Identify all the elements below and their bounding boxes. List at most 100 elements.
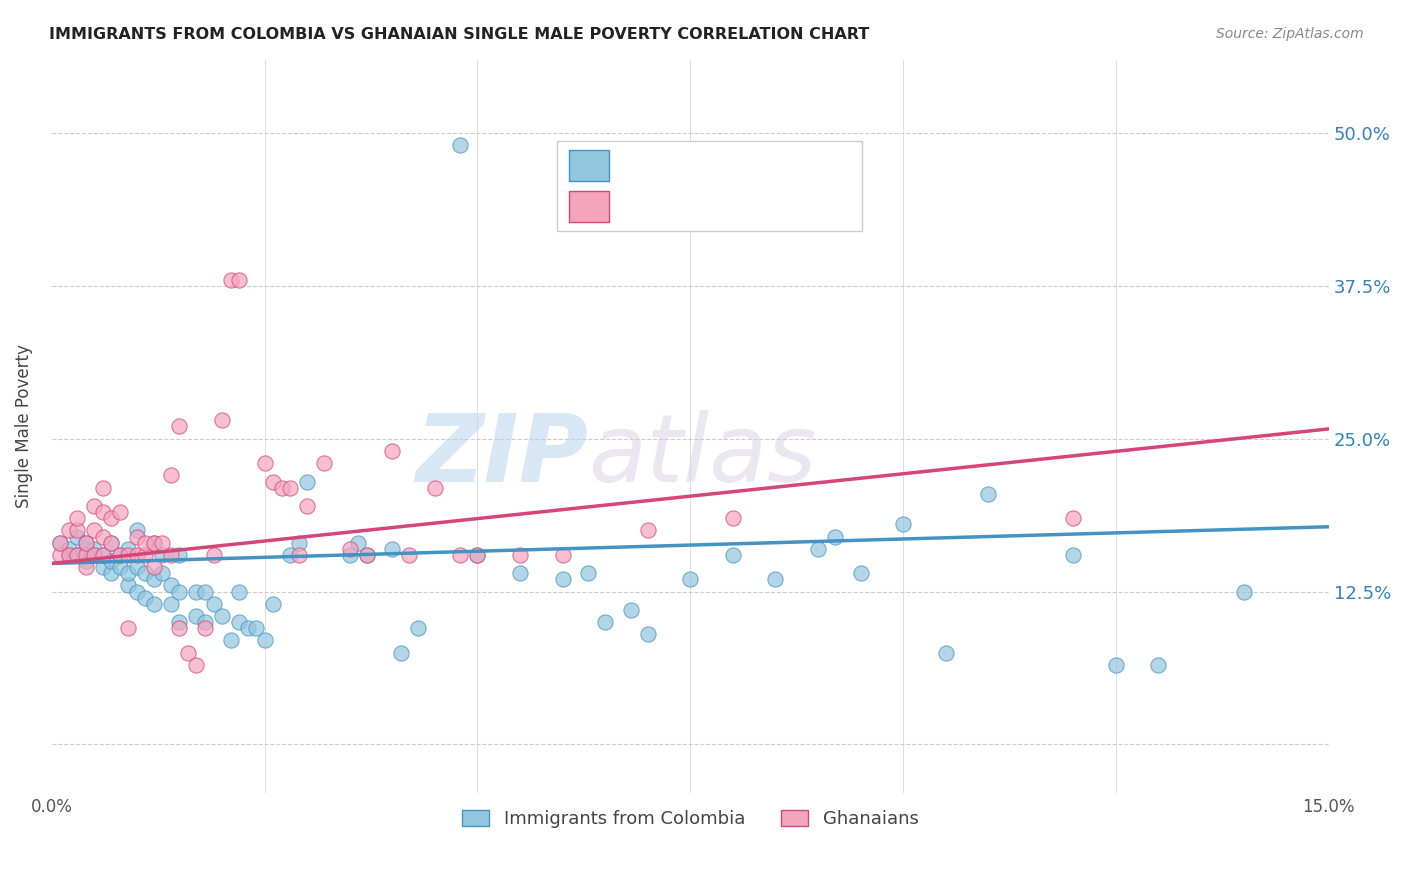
Point <box>125 548 148 562</box>
Point <box>83 548 105 562</box>
Point <box>100 535 122 549</box>
Point <box>75 535 97 549</box>
Point <box>576 566 599 581</box>
Point <box>186 584 208 599</box>
Point <box>381 541 404 556</box>
FancyBboxPatch shape <box>557 142 862 231</box>
Point <box>83 548 105 562</box>
Point <box>253 456 276 470</box>
Point <box>467 548 489 562</box>
Point <box>108 560 131 574</box>
Point <box>551 548 574 562</box>
Point <box>49 535 72 549</box>
Point <box>83 499 105 513</box>
Point <box>75 535 97 549</box>
Point <box>142 560 165 574</box>
Point <box>91 505 114 519</box>
Text: R = 0.177   N = 60: R = 0.177 N = 60 <box>621 197 806 216</box>
Point <box>142 572 165 586</box>
Point <box>108 548 131 562</box>
Point <box>551 572 574 586</box>
Point <box>287 535 309 549</box>
Point <box>1105 657 1128 672</box>
Point <box>186 609 208 624</box>
Point <box>160 578 183 592</box>
Point <box>253 633 276 648</box>
Point <box>807 541 830 556</box>
Point <box>177 646 200 660</box>
Point <box>125 529 148 543</box>
Point <box>75 548 97 562</box>
Point <box>152 548 174 562</box>
Point <box>169 615 191 629</box>
Point <box>117 578 139 592</box>
Point <box>228 615 250 629</box>
Point <box>721 511 744 525</box>
Point <box>389 646 412 660</box>
Point <box>219 633 242 648</box>
Point <box>509 548 531 562</box>
Point <box>66 511 89 525</box>
FancyBboxPatch shape <box>569 192 609 222</box>
Point <box>83 541 105 556</box>
Point <box>58 548 80 562</box>
Point <box>91 548 114 562</box>
Point <box>100 535 122 549</box>
Point <box>117 621 139 635</box>
Point <box>58 541 80 556</box>
Point <box>125 524 148 538</box>
Point <box>160 548 183 562</box>
Point <box>169 621 191 635</box>
Point <box>339 548 361 562</box>
Point <box>977 487 1000 501</box>
Point <box>108 505 131 519</box>
Point <box>66 529 89 543</box>
Text: R = 0.115   N = 68: R = 0.115 N = 68 <box>621 156 807 175</box>
Point <box>142 535 165 549</box>
Point <box>100 511 122 525</box>
Text: atlas: atlas <box>588 410 817 501</box>
Point <box>278 548 301 562</box>
Point <box>339 541 361 556</box>
Point <box>125 560 148 574</box>
Point <box>1062 548 1084 562</box>
Point <box>245 621 267 635</box>
Point <box>593 615 616 629</box>
Point <box>824 529 846 543</box>
Point <box>160 468 183 483</box>
Point <box>637 627 659 641</box>
Point <box>347 535 370 549</box>
Point <box>117 541 139 556</box>
Point <box>186 657 208 672</box>
Point <box>262 597 284 611</box>
Point <box>1062 511 1084 525</box>
Point <box>228 584 250 599</box>
Point <box>108 548 131 562</box>
Point <box>287 548 309 562</box>
Point <box>194 621 217 635</box>
Point <box>100 566 122 581</box>
Point <box>1233 584 1256 599</box>
Point <box>423 481 446 495</box>
Point <box>202 597 225 611</box>
Point <box>211 609 233 624</box>
Point <box>152 566 174 581</box>
Point <box>679 572 702 586</box>
Point <box>91 548 114 562</box>
Point <box>935 646 957 660</box>
Point <box>75 541 97 556</box>
Point <box>194 584 217 599</box>
Legend: Immigrants from Colombia, Ghanaians: Immigrants from Colombia, Ghanaians <box>454 803 925 836</box>
Point <box>295 475 318 489</box>
Point <box>620 603 643 617</box>
Point <box>356 548 378 562</box>
Point <box>142 535 165 549</box>
Point <box>49 535 72 549</box>
Point <box>356 548 378 562</box>
Point <box>134 566 156 581</box>
Point <box>849 566 872 581</box>
Point <box>160 597 183 611</box>
Point <box>763 572 786 586</box>
Point <box>117 566 139 581</box>
Point <box>117 548 139 562</box>
